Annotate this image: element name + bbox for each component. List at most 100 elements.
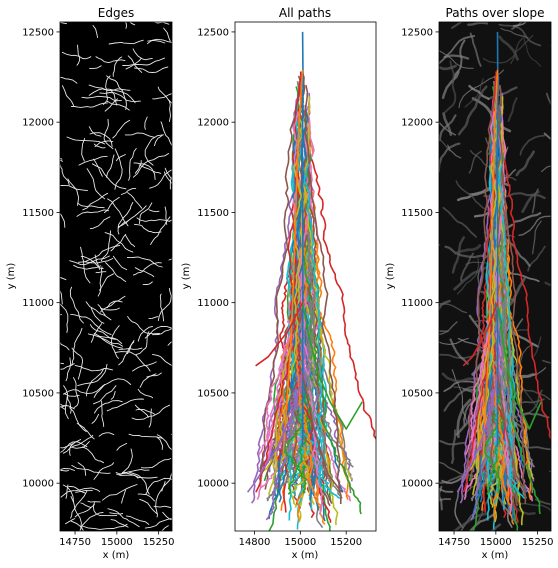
edge-line	[162, 511, 172, 521]
slope-streak	[507, 97, 518, 122]
edge-line	[125, 234, 136, 248]
edge-line	[135, 408, 155, 415]
slope-streak	[439, 122, 457, 136]
edge-line	[76, 422, 95, 440]
edge-line	[133, 162, 156, 181]
slope-streak	[528, 446, 551, 451]
edge-line	[134, 267, 155, 278]
edge-line	[71, 464, 111, 474]
slope-streak	[439, 461, 479, 479]
edge-line	[77, 202, 105, 209]
edge-line	[114, 351, 151, 372]
edge-line	[146, 39, 166, 45]
edge-line	[60, 487, 101, 498]
panel-all-paths: All paths 14800 15000 15200 10000 10500 11000…	[181, 6, 377, 561]
edge-line	[107, 198, 129, 227]
edge-line	[63, 383, 106, 395]
panel-all-paths-title: All paths	[279, 6, 331, 20]
slope-streak	[519, 134, 546, 156]
slope-streak	[439, 137, 451, 152]
panel-all-paths-frame	[234, 21, 377, 532]
edge-line	[60, 76, 78, 84]
panel-edges-ylabel: y (m)	[6, 263, 17, 290]
edge-line	[144, 517, 172, 529]
slope-streak	[441, 463, 471, 485]
edge-line	[149, 169, 172, 189]
edge-line	[114, 148, 123, 190]
edge-line	[163, 27, 171, 42]
edge-line	[152, 93, 172, 100]
edge-line	[131, 404, 171, 421]
slope-streak	[439, 114, 457, 142]
path-line	[498, 84, 527, 505]
edge-line	[68, 485, 86, 494]
edge-line	[97, 304, 106, 316]
slope-streak	[439, 50, 474, 69]
edge-line	[87, 333, 123, 349]
edge-line	[132, 48, 153, 61]
edge-line	[64, 396, 69, 420]
edge-line	[157, 287, 172, 322]
panel-all-paths-xlabel: x (m)	[292, 550, 319, 561]
slope-streak	[457, 85, 488, 136]
slope-streak	[443, 60, 457, 115]
edge-line	[110, 325, 120, 359]
slope-streak	[439, 35, 476, 66]
edge-line	[67, 178, 80, 206]
slope-streak	[468, 84, 490, 100]
edge-line	[72, 441, 90, 449]
path-line	[496, 374, 527, 493]
edge-line	[93, 143, 106, 149]
edge-line	[80, 246, 91, 284]
path-line	[255, 302, 304, 367]
edge-line	[112, 56, 123, 77]
edge-line	[153, 505, 171, 508]
slope-streak	[456, 258, 480, 295]
edge-line	[126, 340, 135, 355]
edge-line	[115, 154, 126, 162]
panel-paths-over-slope: Paths over slope 14750 15000 15250 10000 105…	[385, 6, 554, 561]
edge-line	[156, 436, 163, 450]
edge-line	[60, 184, 88, 192]
edge-line	[94, 254, 100, 270]
edge-line	[69, 255, 110, 266]
edge-line	[103, 118, 114, 150]
path-line	[246, 374, 304, 493]
edge-line	[69, 286, 84, 324]
path-line	[465, 85, 498, 487]
edge-line	[132, 361, 157, 372]
edge-line	[60, 468, 75, 471]
slope-streak	[439, 439, 466, 446]
edge-line	[128, 148, 137, 181]
edge-line	[132, 262, 162, 276]
edge-line	[66, 136, 106, 145]
edge-line	[86, 168, 106, 200]
slope-streak	[439, 487, 454, 493]
edges-image	[60, 22, 172, 531]
edge-line	[102, 378, 132, 387]
edge-line	[62, 434, 94, 454]
edge-line	[106, 154, 115, 178]
slope-streak	[456, 398, 472, 439]
edge-line	[118, 347, 143, 350]
slope-streak	[511, 22, 523, 30]
path-line	[301, 374, 343, 493]
x-tick-label: 15000	[284, 537, 316, 548]
edge-line	[93, 158, 103, 177]
path-line	[482, 69, 499, 457]
edge-line	[157, 86, 171, 123]
edge-line	[161, 471, 172, 492]
slope-streak	[542, 359, 551, 364]
edge-line	[137, 388, 154, 399]
slope-streak	[468, 150, 482, 174]
panel-all-paths-ylabel: y (m)	[181, 263, 192, 290]
slope-streak	[439, 244, 441, 246]
panel-edges: Edges 14750 15000 15250 10000 10500 11000 1150…	[6, 6, 175, 561]
slope-streak	[454, 244, 482, 255]
y-tick-label: 10500	[22, 388, 54, 399]
edge-line	[156, 434, 172, 451]
edge-line	[70, 520, 84, 531]
y-tick-label: 11500	[401, 208, 433, 219]
slope-streak	[460, 252, 475, 282]
